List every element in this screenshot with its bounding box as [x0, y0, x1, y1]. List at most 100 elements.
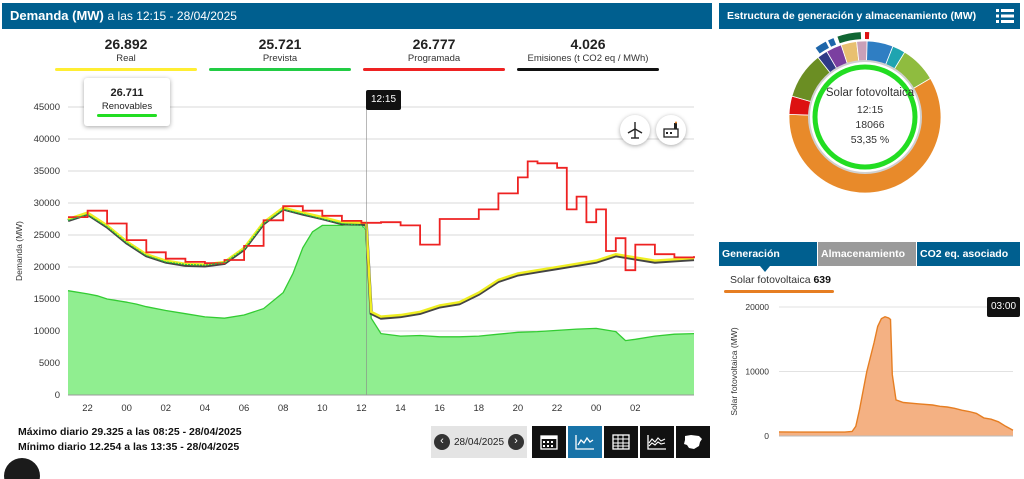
- real-shadow-line: [67, 207, 695, 320]
- wind-turbine-icon: [627, 122, 643, 139]
- menu-icon[interactable]: [996, 8, 1014, 24]
- donut-slice: [856, 40, 868, 62]
- structure-title: Estructura de generación y almacenamient…: [727, 10, 977, 22]
- stat-real[interactable]: 26.892 Real: [55, 36, 197, 71]
- structure-tabs: Generación Almacenamiento CO2 eq. asocia…: [719, 242, 1020, 266]
- x-tick-label: 16: [434, 403, 445, 414]
- y-tick-label: 35000: [34, 166, 60, 177]
- demand-subtitle: a las 12:15 - 28/04/2025: [107, 9, 237, 23]
- x-tick-label: 22: [82, 403, 93, 414]
- stat-programada-value: 26.777: [412, 36, 456, 52]
- stat-programada-bar: [363, 68, 505, 71]
- factory-icon: [663, 121, 679, 138]
- x-tick-label: 18: [474, 403, 485, 414]
- x-tick-label: 14: [395, 403, 406, 414]
- x-tick-label: 04: [200, 403, 211, 414]
- outer-category-arc: [828, 38, 837, 47]
- daily-min: Mínimo diario 12.254 a las 13:35 - 28/04…: [18, 441, 240, 453]
- time-tooltip: 12:15: [366, 90, 401, 110]
- area-chart-button[interactable]: [640, 426, 674, 458]
- outer-category-arc: [815, 41, 829, 54]
- tab-almacenamiento[interactable]: Almacenamiento: [818, 242, 916, 266]
- outer-category-arc: [837, 32, 862, 44]
- stat-programada-label: Programada: [407, 53, 461, 64]
- y-tick-label: 45000: [34, 102, 60, 113]
- x-tick-label: 22: [552, 403, 563, 414]
- stat-emisiones-value: 4.026: [570, 36, 606, 52]
- x-tick-label: 20: [513, 403, 524, 414]
- area-chart-icon: [647, 435, 666, 450]
- tab-generacion[interactable]: Generación: [719, 242, 817, 266]
- spain-map-icon: [684, 435, 702, 449]
- calendar-button[interactable]: [532, 426, 566, 458]
- y-tick-label: 40000: [34, 134, 60, 145]
- solar-series-name: Solar fotovoltaica: [730, 274, 811, 286]
- stat-programada[interactable]: 26.777 Programada: [363, 36, 505, 71]
- y-tick-label: 30000: [34, 198, 60, 209]
- donut-hole: [818, 70, 912, 164]
- stat-real-bar: [55, 68, 197, 71]
- chat-button[interactable]: [4, 458, 40, 479]
- x-tick-label: 00: [591, 403, 602, 414]
- stat-prevista[interactable]: 25.721 Prevista: [209, 36, 351, 71]
- stat-real-value: 26.892: [104, 36, 148, 52]
- demand-chart[interactable]: 0 5000 10000 15000 20000 25000 30000 35000 40000…: [0, 95, 712, 420]
- solar-series-underline: [724, 290, 834, 293]
- x-tick-label: 02: [161, 403, 172, 414]
- prev-date-button[interactable]: ‹: [434, 434, 450, 450]
- donut-center-source: Solar fotovoltaica: [825, 87, 915, 99]
- stat-prevista-bar: [209, 68, 351, 71]
- table-button[interactable]: [604, 426, 638, 458]
- x-tick-label: 02: [630, 403, 641, 414]
- y-tick-label: 20000: [34, 262, 60, 273]
- stat-prevista-value: 25.721: [258, 36, 302, 52]
- solar-y-tick-label: 10000: [745, 367, 769, 377]
- renovables-tooltip-value: 26.711: [110, 87, 144, 99]
- line-chart-button[interactable]: [568, 426, 602, 458]
- donut-center-percent: 53,35 %: [850, 134, 890, 146]
- map-button[interactable]: [676, 426, 710, 458]
- demand-header: Demanda (MW) a las 12:15 - 28/04/2025: [2, 3, 712, 29]
- stat-emisiones-bar: [517, 68, 659, 71]
- table-icon: [612, 434, 630, 450]
- factory-button[interactable]: [656, 115, 686, 145]
- active-tab-arrow: [760, 266, 770, 272]
- outer-category-arc: [865, 32, 870, 40]
- generation-donut-chart[interactable]: [780, 32, 950, 202]
- next-date-button[interactable]: ›: [508, 434, 524, 450]
- x-tick-label: 08: [278, 403, 289, 414]
- donut-center-time: 12:15: [856, 104, 884, 116]
- y-tick-label: 10000: [34, 326, 60, 337]
- tab-co2[interactable]: CO2 eq. asociado: [917, 242, 1020, 266]
- y-tick-label: 0: [55, 390, 60, 401]
- x-tick-label: 12: [356, 403, 367, 414]
- stat-emisiones[interactable]: 4.026 Emisiones (t CO2 eq / MWh): [517, 36, 659, 71]
- y-tick-label: 5000: [39, 358, 60, 369]
- x-tick-label: 06: [239, 403, 250, 414]
- solar-y-tick-label: 20000: [745, 302, 769, 312]
- inner-gap-ring: [808, 60, 922, 174]
- line-chart-icon: [575, 435, 594, 450]
- y-tick-label: 15000: [34, 294, 60, 305]
- demand-title: Demanda (MW): [10, 8, 104, 23]
- solar-y-axis-label: Solar fotovoltaica (MW): [729, 327, 739, 415]
- date-display[interactable]: 28/04/2025: [453, 436, 505, 448]
- stat-emisiones-label: Emisiones (t CO2 eq / MWh): [527, 53, 649, 64]
- renovables-tooltip: 26.711 Renovables: [84, 78, 170, 126]
- solar-time-tooltip: 03:00: [987, 297, 1020, 317]
- renovables-tooltip-underline: [97, 114, 157, 117]
- solar-chart[interactable]: 0 10000 20000 Solar fotovoltaica (MW): [719, 295, 1022, 445]
- renewable-ring: [812, 64, 918, 170]
- donut-center-label: Solar fotovoltaica 12:15 18066 53,35 %: [820, 87, 920, 147]
- y-axis-label: Demanda (MW): [14, 221, 24, 281]
- solar-y-tick-label: 0: [764, 431, 769, 441]
- solar-area: [779, 316, 1013, 436]
- x-tick-label: 10: [317, 403, 328, 414]
- daily-max: Máximo diario 29.325 a las 08:25 - 28/04…: [18, 426, 242, 438]
- x-tick-label: 00: [121, 403, 132, 414]
- solar-series-label[interactable]: Solar fotovoltaica 639: [730, 274, 831, 286]
- calendar-icon: [540, 435, 558, 450]
- solar-line: [778, 315, 1014, 433]
- wind-turbine-button[interactable]: [620, 115, 650, 145]
